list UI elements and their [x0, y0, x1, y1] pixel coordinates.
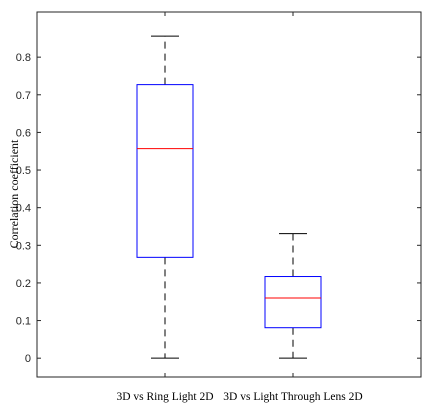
x-axis: 3D vs Ring Light 2D 3D vs Light Through L… [116, 12, 363, 403]
boxes [136, 35, 322, 359]
x-category-label: 3D vs Light Through Lens 2D [223, 391, 362, 403]
iqr-box [264, 276, 322, 329]
x-category-label: 3D vs Ring Light 2D [116, 391, 213, 403]
y-tick-label: 0.8 [16, 52, 31, 64]
y-tick-label: 0.5 [16, 165, 31, 177]
y-axis: 0 0.1 0.2 0.3 0.4 0.5 0.6 0.7 0.8 [16, 52, 421, 365]
y-tick-label: 0.1 [16, 316, 31, 328]
box-2 [264, 233, 322, 359]
y-tick-label: 0.3 [16, 240, 31, 252]
y-axis-title: Correlation coefficient [7, 139, 21, 248]
iqr-box [136, 84, 194, 258]
plot-area-frame [36, 11, 422, 378]
y-tick-label: 0.7 [16, 90, 31, 102]
y-tick-label: 0.6 [16, 127, 31, 139]
box-1 [136, 35, 194, 359]
y-tick-label: 0.4 [16, 203, 31, 215]
y-tick-label: 0.2 [16, 278, 31, 290]
y-tick-label: 0 [25, 353, 31, 365]
